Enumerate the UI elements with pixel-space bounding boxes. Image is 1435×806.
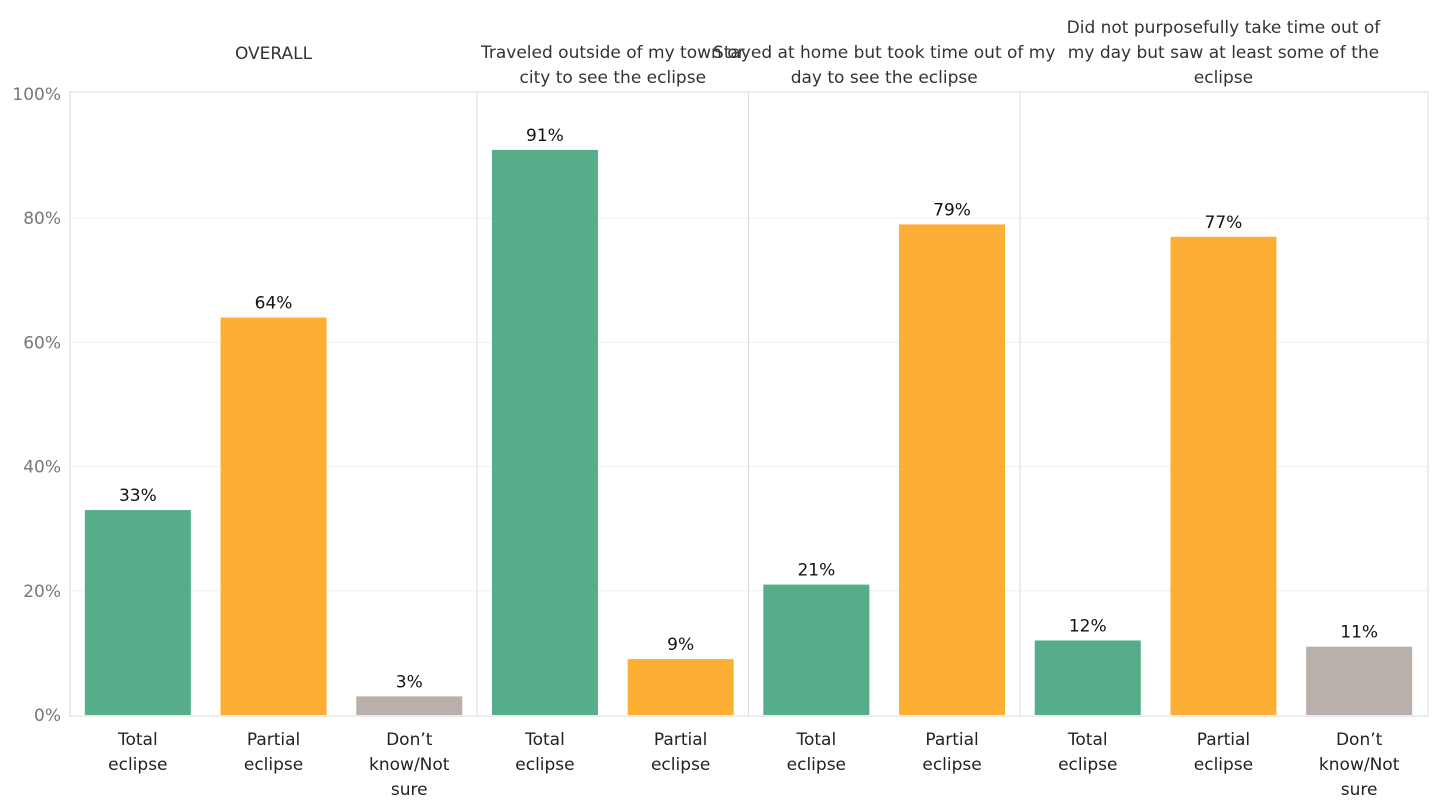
panel-title: city to see the eclipse xyxy=(520,68,707,88)
panel-title: day to see the eclipse xyxy=(791,68,978,88)
x-tick-label: eclipse xyxy=(922,755,981,775)
x-tick-label: know/Not xyxy=(1319,755,1400,775)
x-tick-label: Don’t xyxy=(386,730,433,750)
data-label: 33% xyxy=(119,486,157,506)
x-tick-label: Total xyxy=(1067,730,1108,750)
bar xyxy=(491,149,598,715)
data-label: 64% xyxy=(255,294,293,314)
bar xyxy=(763,584,870,715)
panel-title: OVERALL xyxy=(235,44,313,64)
bar xyxy=(84,510,191,715)
x-tick-label: eclipse xyxy=(1194,755,1253,775)
bar xyxy=(356,696,463,715)
x-tick-label: Partial xyxy=(247,730,300,750)
panel-title: Traveled outside of my town or xyxy=(480,43,745,63)
y-tick-label: 80% xyxy=(23,209,61,229)
y-tick-label: 100% xyxy=(12,85,61,105)
panel-title: Did not purposefully take time out of xyxy=(1067,18,1382,38)
data-label: 21% xyxy=(797,561,835,581)
data-label: 9% xyxy=(667,635,694,655)
x-tick-label: eclipse xyxy=(651,755,710,775)
panel-title: Stayed at home but took time out of my xyxy=(713,43,1056,63)
data-label: 91% xyxy=(526,126,564,146)
x-tick-label: sure xyxy=(391,780,428,800)
x-tick-label: Total xyxy=(795,730,836,750)
data-label: 3% xyxy=(396,672,423,692)
panel-title: eclipse xyxy=(1194,68,1253,88)
x-tick-label: eclipse xyxy=(108,755,167,775)
x-tick-label: Partial xyxy=(654,730,707,750)
x-tick-label: Partial xyxy=(925,730,978,750)
x-tick-label: sure xyxy=(1341,780,1378,800)
x-tick-label: eclipse xyxy=(515,755,574,775)
x-tick-label: Total xyxy=(524,730,565,750)
x-tick-label: Partial xyxy=(1197,730,1250,750)
y-tick-label: 20% xyxy=(23,582,61,602)
data-label: 77% xyxy=(1205,213,1243,233)
bar xyxy=(1170,236,1277,715)
bar xyxy=(1034,640,1141,715)
x-tick-label: eclipse xyxy=(1058,755,1117,775)
x-tick-label: know/Not xyxy=(369,755,450,775)
bar xyxy=(220,317,327,715)
x-tick-label: eclipse xyxy=(244,755,303,775)
bar xyxy=(627,659,734,715)
data-label: 11% xyxy=(1340,623,1378,643)
y-tick-label: 0% xyxy=(34,706,61,726)
panel-title: my day but saw at least some of the xyxy=(1068,43,1379,63)
data-label: 79% xyxy=(933,200,971,220)
x-tick-label: eclipse xyxy=(787,755,846,775)
y-tick-label: 40% xyxy=(23,458,61,478)
bar xyxy=(1306,646,1413,715)
data-label: 12% xyxy=(1069,616,1107,636)
x-tick-label: Total xyxy=(117,730,158,750)
bar xyxy=(899,224,1006,715)
x-tick-label: Don’t xyxy=(1336,730,1383,750)
y-tick-label: 60% xyxy=(23,333,61,353)
